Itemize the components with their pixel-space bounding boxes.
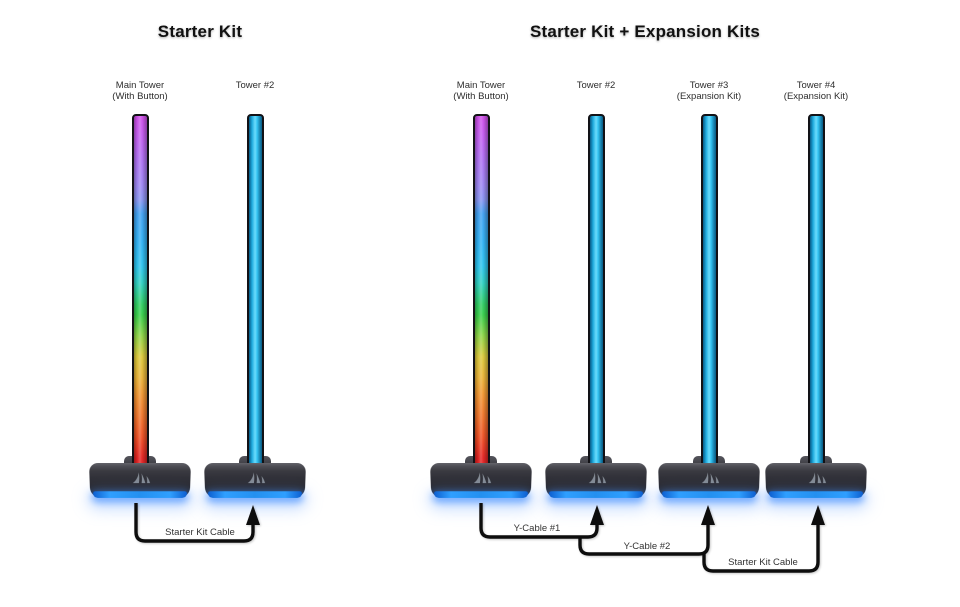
arrow-up-icon xyxy=(811,505,825,525)
tower-label-line1: Main Tower xyxy=(456,80,506,91)
tower-4-expanded: Tower #4 (Expansion Kit) xyxy=(746,0,886,607)
tower-label: Tower #3 (Expansion Kit) xyxy=(639,80,779,102)
arrow-up-icon xyxy=(246,505,260,525)
tower-2-expanded: Tower #2 xyxy=(526,0,666,607)
rgb-light-pole xyxy=(472,114,490,467)
tower-label: Tower #2 xyxy=(185,80,325,91)
tower-label: Tower #4 (Expansion Kit) xyxy=(746,80,886,102)
cable-path-starter-left xyxy=(134,503,255,543)
tower-base xyxy=(89,463,191,498)
rgb-light-pole xyxy=(131,114,149,467)
tower-label-line1: Tower #2 xyxy=(235,80,275,91)
corsair-sails-logo-icon xyxy=(132,472,151,484)
tower-label-line1: Tower #2 xyxy=(576,80,616,91)
cable-path-starter-right xyxy=(702,523,820,573)
tower-label-line2: (With Button) xyxy=(112,91,168,102)
tower-label: Main Tower (With Button) xyxy=(70,80,210,102)
corsair-sails-logo-icon xyxy=(247,472,266,484)
rgb-light-pole xyxy=(700,114,718,467)
cable-label-y1: Y-Cable #1 xyxy=(513,523,561,534)
cable-label-y2: Y-Cable #2 xyxy=(623,541,671,552)
tower-main-starter: Main Tower (With Button) xyxy=(70,0,210,607)
arrow-up-icon xyxy=(701,505,715,525)
cable-path-y2 xyxy=(578,523,710,556)
tower-label: Tower #2 xyxy=(526,80,666,91)
tower-3-expanded: Tower #3 (Expansion Kit) xyxy=(639,0,779,607)
tower-label: Main Tower (With Button) xyxy=(411,80,551,102)
rgb-light-pole xyxy=(587,114,605,467)
cable-label-starter-left: Starter Kit Cable xyxy=(165,527,235,538)
rgb-light-pole xyxy=(807,114,825,467)
tower-base xyxy=(204,463,306,498)
tower-label-line1: Tower #3 xyxy=(689,80,729,91)
arrow-up-icon xyxy=(590,505,604,525)
tower-label-line2: (With Button) xyxy=(453,91,509,102)
expansion-kit-title: Starter Kit + Expansion Kits xyxy=(530,22,760,41)
tower-label-line2: (Expansion Kit) xyxy=(676,91,742,102)
tower-2-starter: Tower #2 xyxy=(185,0,325,607)
starter-kit-title: Starter Kit xyxy=(157,22,243,41)
rgb-light-pole xyxy=(246,114,264,467)
tower-label-line1: Tower #4 xyxy=(796,80,836,91)
tower-label-line1: Main Tower xyxy=(115,80,165,91)
cable-path-y1 xyxy=(479,503,599,539)
tower-main-expanded: Main Tower (With Button) xyxy=(411,0,551,607)
cable-label-starter-right: Starter Kit Cable xyxy=(728,557,798,568)
tower-label-line2: (Expansion Kit) xyxy=(783,91,849,102)
